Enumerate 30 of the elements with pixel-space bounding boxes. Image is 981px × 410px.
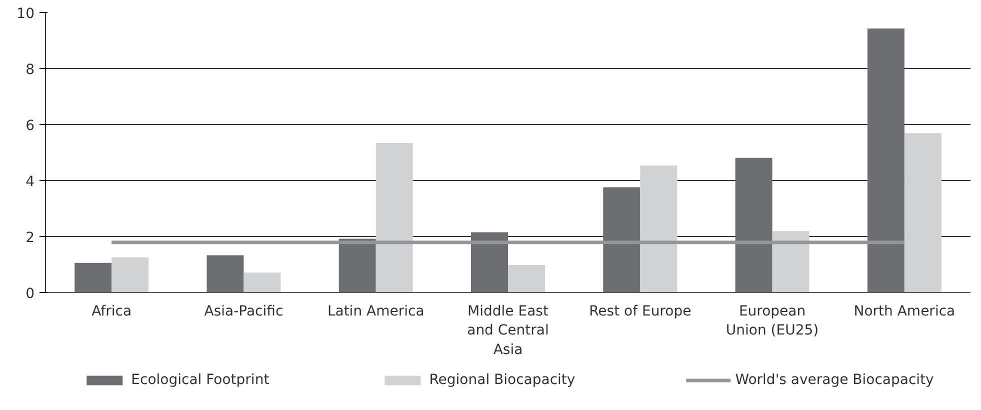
bar (640, 166, 678, 292)
y-tick-label: 2 (26, 230, 35, 246)
x-tick-label: Latin America (327, 304, 424, 320)
bar (603, 187, 640, 292)
bar (74, 262, 112, 292)
x-tick-label: Asia-Pacific (204, 304, 284, 320)
bar (508, 265, 545, 292)
bar (376, 142, 413, 292)
legend-label: Ecological Footprint (131, 372, 270, 388)
legend-label: World's average Biocapacity (735, 372, 934, 388)
bar (772, 231, 810, 292)
bar (904, 133, 942, 292)
bar (471, 232, 508, 292)
x-tick-label: European Union (EU25) (726, 304, 819, 339)
bar (867, 28, 904, 292)
bar (338, 238, 376, 292)
y-tick-label: 4 (26, 174, 35, 190)
x-tick-label: Middle East and Central Asia (467, 304, 549, 358)
bar (112, 257, 149, 292)
y-tick-label: 0 (26, 286, 35, 302)
x-tick-label: Rest of Europe (589, 304, 692, 320)
legend-label: Regional Biocapacity (429, 372, 576, 388)
bar (244, 272, 281, 292)
y-tick-label: 10 (16, 6, 35, 22)
y-tick-label: 8 (26, 62, 35, 78)
y-tick-label: 6 (26, 118, 35, 134)
x-tick-label: North America (854, 304, 956, 320)
x-tick-label: Africa (92, 304, 132, 320)
bar (735, 158, 772, 292)
bar (206, 255, 244, 292)
